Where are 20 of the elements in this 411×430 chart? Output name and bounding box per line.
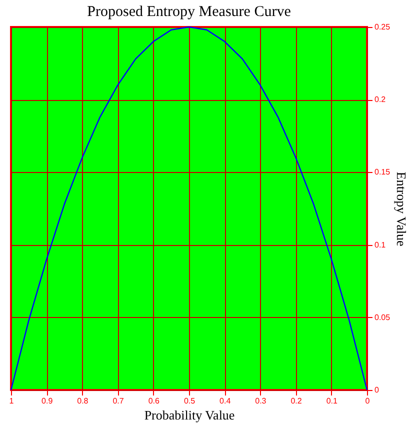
y-tick-label: 0.05 [374, 312, 391, 322]
y-tick-label: 0.2 [374, 95, 386, 104]
x-axis-title: Probability Value [144, 408, 235, 422]
y-tick-label: 0.15 [374, 168, 391, 177]
y-axis-title: Entropy Value [394, 172, 410, 246]
x-tick-label: 0.8 [77, 396, 89, 406]
x-tick-label: 0.9 [42, 396, 54, 406]
x-tick-label: 0.6 [148, 396, 160, 406]
x-tick-label: 0.1 [326, 396, 338, 406]
y-tick-label: 0.1 [374, 240, 386, 250]
x-tick-label: 0.2 [290, 396, 302, 406]
x-tick-label: 0.7 [112, 396, 124, 406]
y-tick-label: 0 [374, 386, 380, 394]
x-tick-label: 0.3 [255, 396, 267, 406]
x-tick-label: 0.4 [220, 396, 232, 406]
x-tick-label: 1 [9, 396, 14, 406]
x-tick-label: 0.5 [184, 396, 196, 406]
x-tick-label: 0 [365, 396, 370, 406]
y-tick-label: 0.25 [374, 22, 391, 32]
chart-title: Proposed Entropy Measure Curve [87, 4, 292, 20]
